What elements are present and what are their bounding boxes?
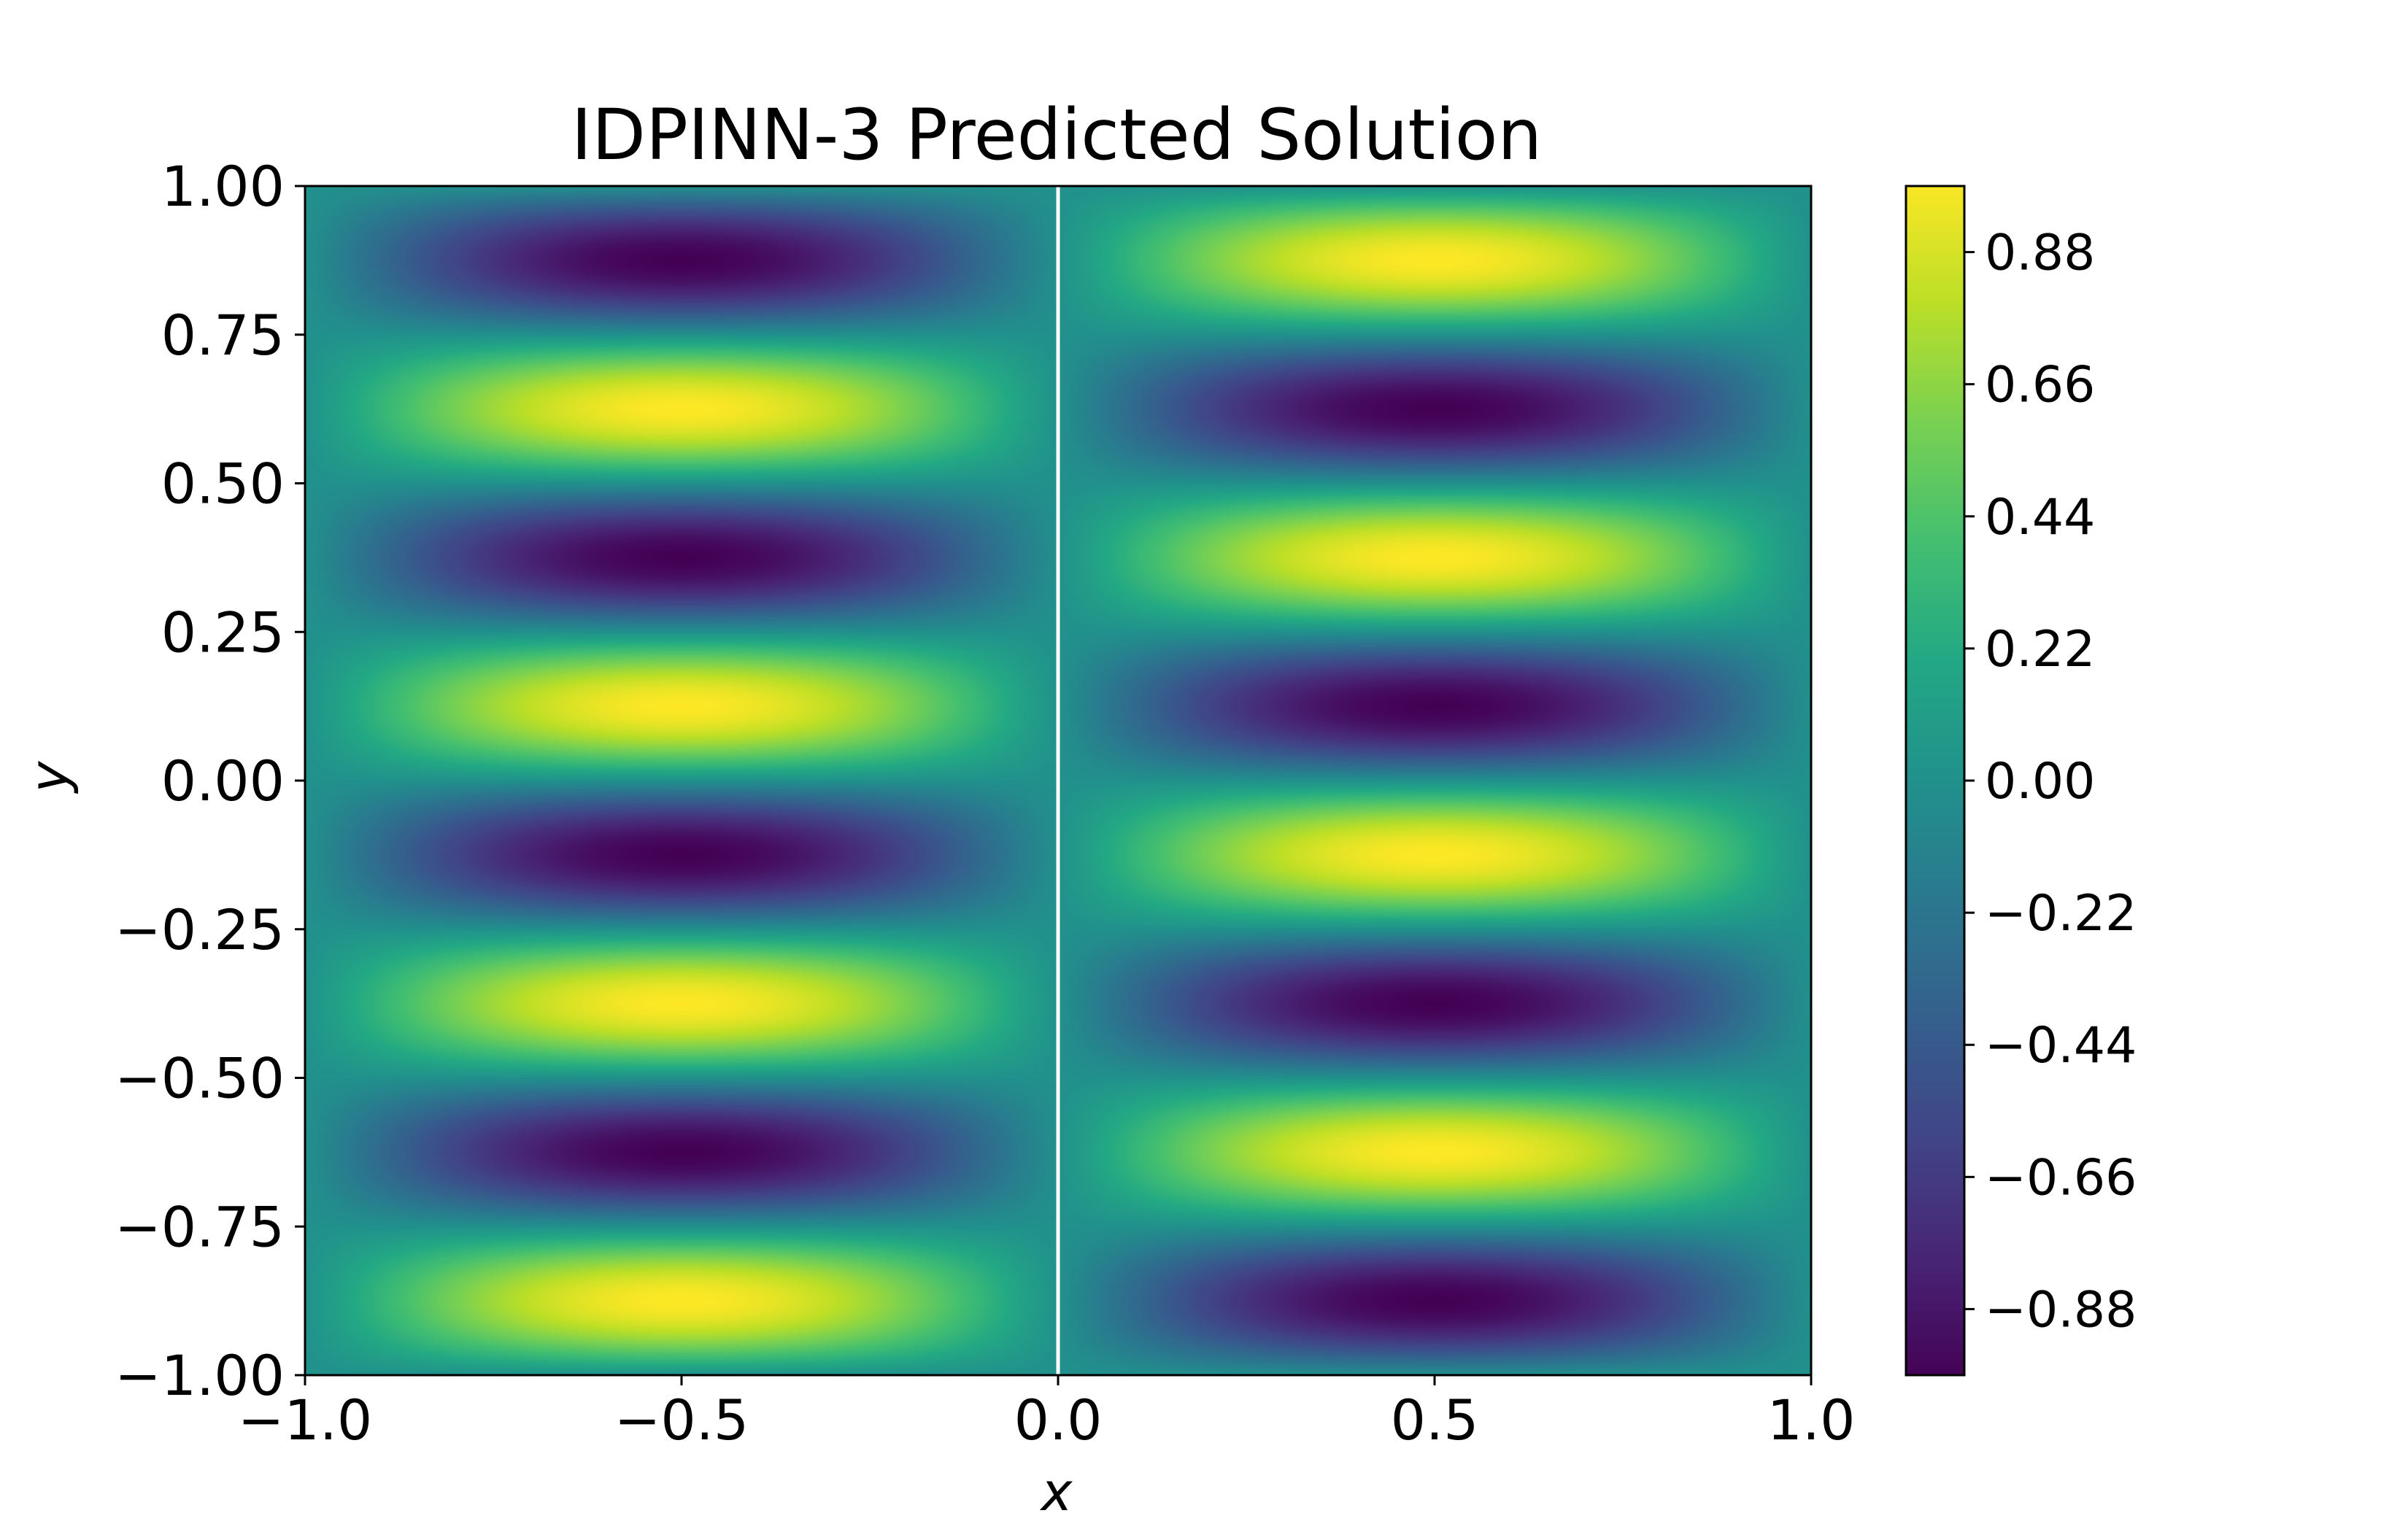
y-tick-label: 0.25 [161, 600, 285, 665]
y-axis-label: y [18, 760, 80, 794]
colorbar-tick-label: −0.44 [1985, 1017, 2137, 1075]
y-tick-label: −0.50 [115, 1046, 285, 1111]
chart-title: IDPINN-3 Predicted Solution [571, 94, 1543, 176]
y-tick-label: 0.00 [161, 748, 285, 813]
colorbar-axis: 0.88 0.66 0.44 0.22 0.00 −0.22 −0.44 −0.66 −0.88 [1964, 225, 2137, 1339]
x-axis: −1.0 −0.5 0.0 0.5 1.0 [238, 1375, 1856, 1452]
colorbar-frame [1905, 185, 1966, 1377]
colorbar-tick-label: 0.88 [1985, 225, 2095, 282]
y-tick-label: −0.25 [115, 897, 285, 962]
colorbar-tick-label: 0.00 [1985, 753, 2095, 811]
colorbar-tick-label: 0.22 [1985, 621, 2095, 678]
x-tick-label: 1.0 [1767, 1388, 1856, 1452]
colorbar-tick-label: 0.66 [1985, 357, 2095, 414]
y-tick-label: 0.75 [161, 303, 285, 368]
y-tick-label: −1.00 [115, 1343, 285, 1408]
y-axis: 1.00 0.75 0.50 0.25 0.00 −0.25 −0.50 −0.75 −1.00 [115, 154, 305, 1408]
y-tick-label: 1.00 [161, 154, 285, 219]
y-tick-label: −0.75 [115, 1194, 285, 1259]
x-axis-label: x [1040, 1461, 1073, 1523]
colorbar-tick-label: −0.22 [1985, 885, 2137, 943]
y-tick-label: 0.50 [161, 452, 285, 517]
x-tick-label: −1.0 [238, 1388, 373, 1452]
colorbar-tick-label: −0.88 [1985, 1281, 2137, 1339]
colorbar-tick-label: 0.44 [1985, 489, 2095, 546]
colorbar-tick-label: −0.66 [1985, 1149, 2137, 1207]
x-tick-label: −0.5 [614, 1388, 749, 1452]
x-tick-label: 0.0 [1014, 1388, 1103, 1452]
x-tick-label: 0.5 [1391, 1388, 1479, 1452]
